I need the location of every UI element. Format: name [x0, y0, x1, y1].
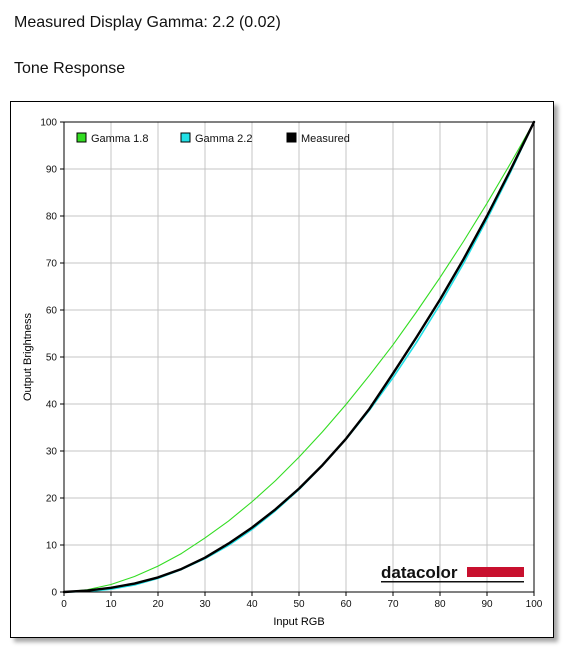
x-tick-label-20: 20 [152, 599, 164, 610]
x-tick-label-90: 90 [481, 599, 493, 610]
y-tick-label-70: 70 [46, 259, 58, 270]
chart-section-title: Tone Response [14, 60, 126, 77]
y-tick-label-10: 10 [46, 541, 58, 552]
x-tick-label-100: 100 [526, 599, 543, 610]
x-tick-label-10: 10 [105, 599, 117, 610]
x-tick-label-60: 60 [340, 599, 352, 610]
legend-label-gamma-2-2: Gamma 2.2 [195, 133, 252, 145]
x-tick-label-30: 30 [199, 599, 211, 610]
logo-text: datacolor [381, 563, 458, 582]
y-tick-label-50: 50 [46, 353, 58, 364]
series-curves [62, 120, 536, 594]
series-gamma-1-8-line [63, 121, 535, 593]
y-tick-label-40: 40 [46, 400, 58, 411]
x-axis-label: Input RGB [273, 616, 324, 628]
x-tick-label-50: 50 [293, 599, 305, 610]
x-tick-label-70: 70 [387, 599, 399, 610]
y-tick-label-80: 80 [46, 212, 58, 223]
legend-label-measured: Measured [301, 133, 350, 145]
legend-swatch-measured [286, 132, 297, 143]
legend: Gamma 1.8 Gamma 2.2 Measured [76, 132, 350, 145]
y-tick-label-60: 60 [46, 306, 58, 317]
x-tick-label-80: 80 [434, 599, 446, 610]
y-tick-label-90: 90 [46, 165, 58, 176]
series-measured-line [62, 120, 536, 594]
y-tick-label-100: 100 [40, 118, 57, 129]
logo-underline [381, 581, 524, 583]
tone-response-chart: 0 10 20 30 40 50 60 70 80 90 100 0 10 20 30 40 50 60 70 80 9… [11, 102, 553, 637]
legend-swatch-gamma-1-8 [76, 132, 87, 143]
datacolor-logo: datacolor [381, 563, 524, 583]
y-tick-label-20: 20 [46, 494, 58, 505]
y-tick-label-0: 0 [51, 588, 57, 599]
logo-red-bar [467, 567, 524, 577]
x-tick-label-40: 40 [246, 599, 258, 610]
grid [64, 122, 534, 592]
chart-panel: 0 10 20 30 40 50 60 70 80 90 100 0 10 20 30 40 50 60 70 80 9… [10, 101, 554, 638]
legend-swatch-gamma-2-2 [180, 132, 191, 143]
page-title: Measured Display Gamma: 2.2 (0.02) [14, 14, 281, 31]
x-tick-label-0: 0 [61, 599, 67, 610]
y-tick-label-30: 30 [46, 447, 58, 458]
axis-ticks: 0 10 20 30 40 50 60 70 80 90 100 0 10 20 30 40 50 60 70 80 9… [40, 118, 542, 611]
y-axis-label: Output Brightness [22, 312, 34, 401]
legend-label-gamma-1-8: Gamma 1.8 [91, 133, 148, 145]
